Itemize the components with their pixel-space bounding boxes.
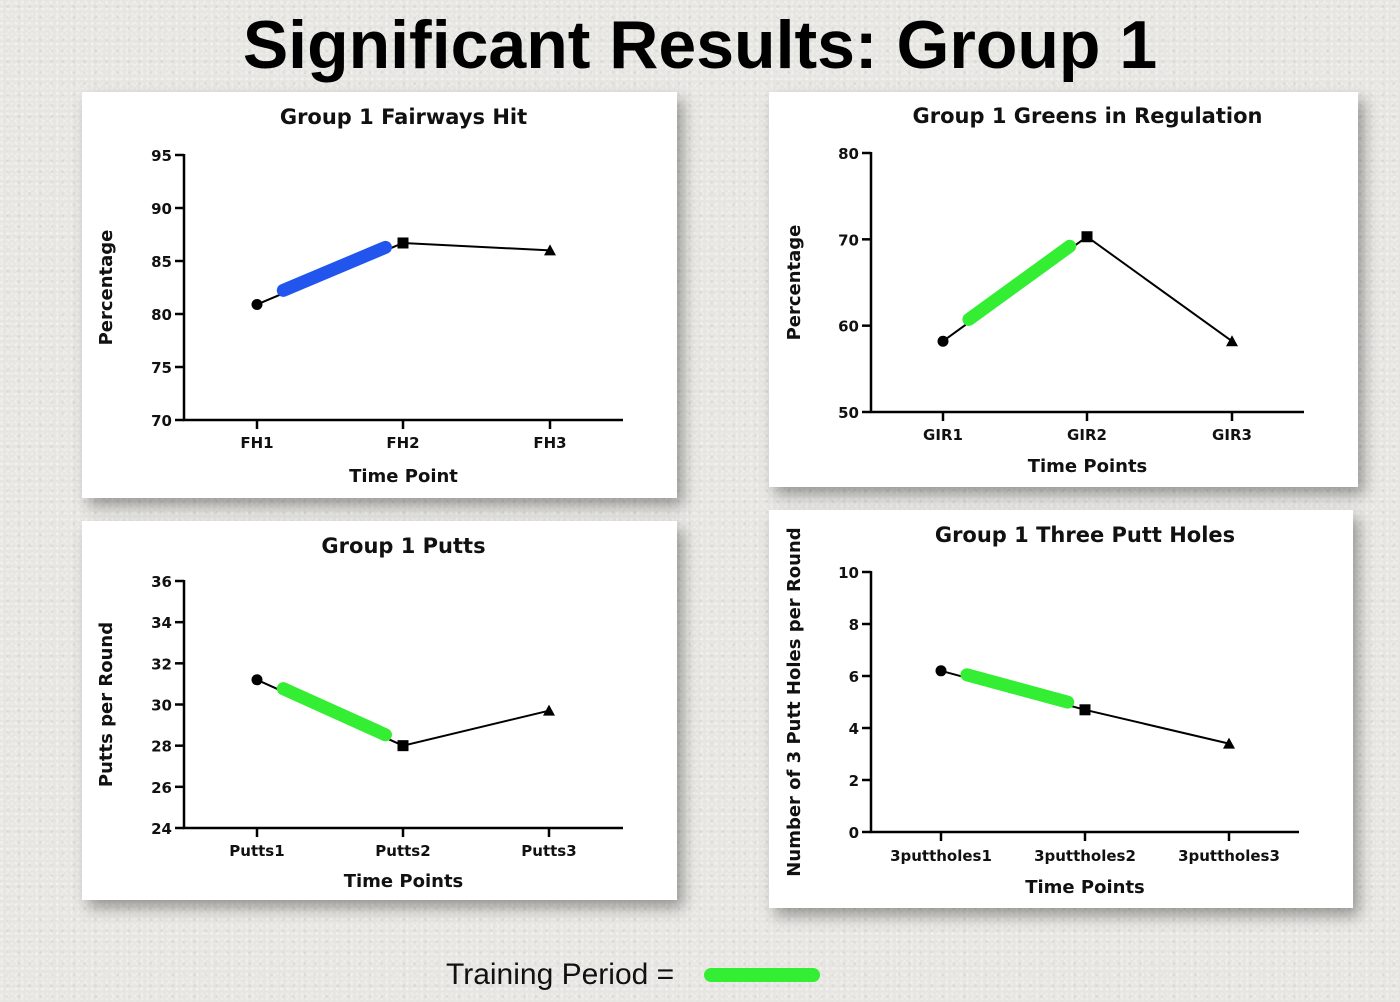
chart-title: Group 1 Three Putt Holes [935, 523, 1235, 547]
x-tick-label: FH2 [386, 434, 419, 452]
y-tick-label: 10 [838, 564, 859, 582]
legend-label: Training Period = [446, 958, 675, 991]
chart-title: Group 1 Greens in Regulation [913, 104, 1263, 128]
y-tick-label: 75 [151, 359, 172, 377]
y-tick-label: 70 [151, 412, 172, 430]
data-point-square [397, 237, 409, 249]
data-point-circle [251, 674, 263, 686]
data-point-triangle [543, 704, 555, 716]
data-point-square [1079, 704, 1091, 716]
y-tick-label: 95 [151, 147, 172, 165]
x-tick-label: GIR2 [1067, 426, 1107, 444]
y-tick-label: 24 [151, 820, 172, 838]
y-axis-label: Putts per Round [96, 622, 117, 787]
three-putt-holes-chart: Group 1 Three Putt Holes 0 2 4 6 8 10 3putthole… [784, 523, 1299, 898]
y-tick-label: 26 [151, 779, 172, 797]
data-point-circle [937, 335, 949, 347]
x-axis-label: Time Point [349, 466, 458, 487]
y-tick-label: 85 [151, 253, 172, 271]
training-period-legend: Training Period = [446, 952, 821, 998]
y-tick-label: 4 [849, 720, 859, 738]
greens-in-regulation-chart: Group 1 Greens in Regulation 50 60 70 80 GIR1… [784, 104, 1304, 477]
data-point-triangle [1226, 335, 1238, 347]
y-axis-label: Percentage [784, 225, 805, 341]
y-axis-label: Percentage [96, 230, 117, 346]
training-period-highlight [962, 239, 1077, 326]
chart-title: Group 1 Putts [321, 534, 485, 558]
data-point-square [1081, 231, 1093, 243]
y-tick-label: 32 [151, 655, 172, 673]
y-tick-label: 0 [849, 824, 859, 842]
x-tick-label: GIR3 [1212, 426, 1252, 444]
y-axis-label: Number of 3 Putt Holes per Round [784, 527, 805, 876]
training-period-highlight [276, 240, 392, 297]
x-tick-label: FH3 [533, 434, 566, 452]
putts-chart: Group 1 Putts 24 26 28 30 32 34 36 Putts1 Putts2 P… [96, 534, 623, 892]
y-tick-label: 60 [838, 318, 859, 336]
x-axis-label: Time Points [1028, 456, 1148, 477]
x-tick-label: 3puttholes3 [1178, 847, 1280, 865]
y-tick-label: 8 [849, 616, 859, 634]
y-tick-label: 50 [838, 404, 859, 422]
y-tick-label: 80 [838, 145, 859, 163]
x-tick-label: Putts3 [521, 842, 576, 860]
y-tick-label: 28 [151, 738, 172, 756]
legend-swatch [704, 968, 821, 982]
chart-title: Group 1 Fairways Hit [280, 105, 527, 129]
x-tick-label: Putts1 [229, 842, 284, 860]
x-axis-label: Time Points [1025, 877, 1145, 898]
putts-chart-panel: Group 1 Putts 24 26 28 30 32 34 36 Putts1 Putts2 P… [82, 521, 677, 900]
data-point-triangle [1223, 737, 1235, 749]
y-tick-label: 90 [151, 200, 172, 218]
x-axis-label: Time Points [344, 871, 464, 892]
three-putt-holes-chart-panel: Group 1 Three Putt Holes 0 2 4 6 8 10 3putthole… [769, 510, 1353, 908]
y-tick-label: 36 [151, 573, 172, 591]
y-tick-label: 34 [151, 614, 172, 632]
series-line [256, 241, 551, 306]
data-point-triangle [544, 244, 556, 256]
y-tick-label: 30 [151, 697, 172, 715]
data-point-circle [251, 298, 263, 310]
y-tick-label: 80 [151, 306, 172, 324]
y-tick-label: 6 [849, 668, 859, 686]
x-tick-label: GIR1 [923, 426, 963, 444]
putts-plot: Group 1 Putts 24 26 28 30 32 34 36 Putts1 Putts2 P… [96, 534, 623, 892]
fairways-hit-plot: Group 1 Fairways Hit 70 75 80 85 90 95 FH1 FH2 FH… [96, 105, 623, 487]
greens-in-regulation-chart-panel: Group 1 Greens in Regulation 50 60 70 80 GIR1… [769, 92, 1358, 487]
fairways-hit-chart: Group 1 Fairways Hit 70 75 80 85 90 95 FH1 FH2 FH… [96, 105, 623, 487]
three-putt-holes-plot: Group 1 Three Putt Holes 0 2 4 6 8 10 3putthole… [784, 523, 1299, 898]
y-tick-label: 2 [849, 772, 859, 790]
series-line [942, 235, 1233, 343]
x-tick-label: 3puttholes1 [890, 847, 992, 865]
y-tick-label: 70 [838, 231, 859, 249]
data-point-square [397, 740, 409, 752]
data-point-circle [935, 665, 947, 677]
greens-in-regulation-plot: Group 1 Greens in Regulation 50 60 70 80 GIR1… [784, 104, 1304, 477]
slide-title: Significant Results: Group 1 [242, 7, 1158, 83]
x-tick-label: 3puttholes2 [1034, 847, 1136, 865]
training-period-highlight [276, 682, 392, 742]
fairways-hit-chart-panel: Group 1 Fairways Hit 70 75 80 85 90 95 FH1 FH2 FH… [82, 92, 677, 498]
x-tick-label: FH1 [240, 434, 273, 452]
x-tick-label: Putts2 [375, 842, 430, 860]
training-period-highlight [960, 668, 1075, 709]
